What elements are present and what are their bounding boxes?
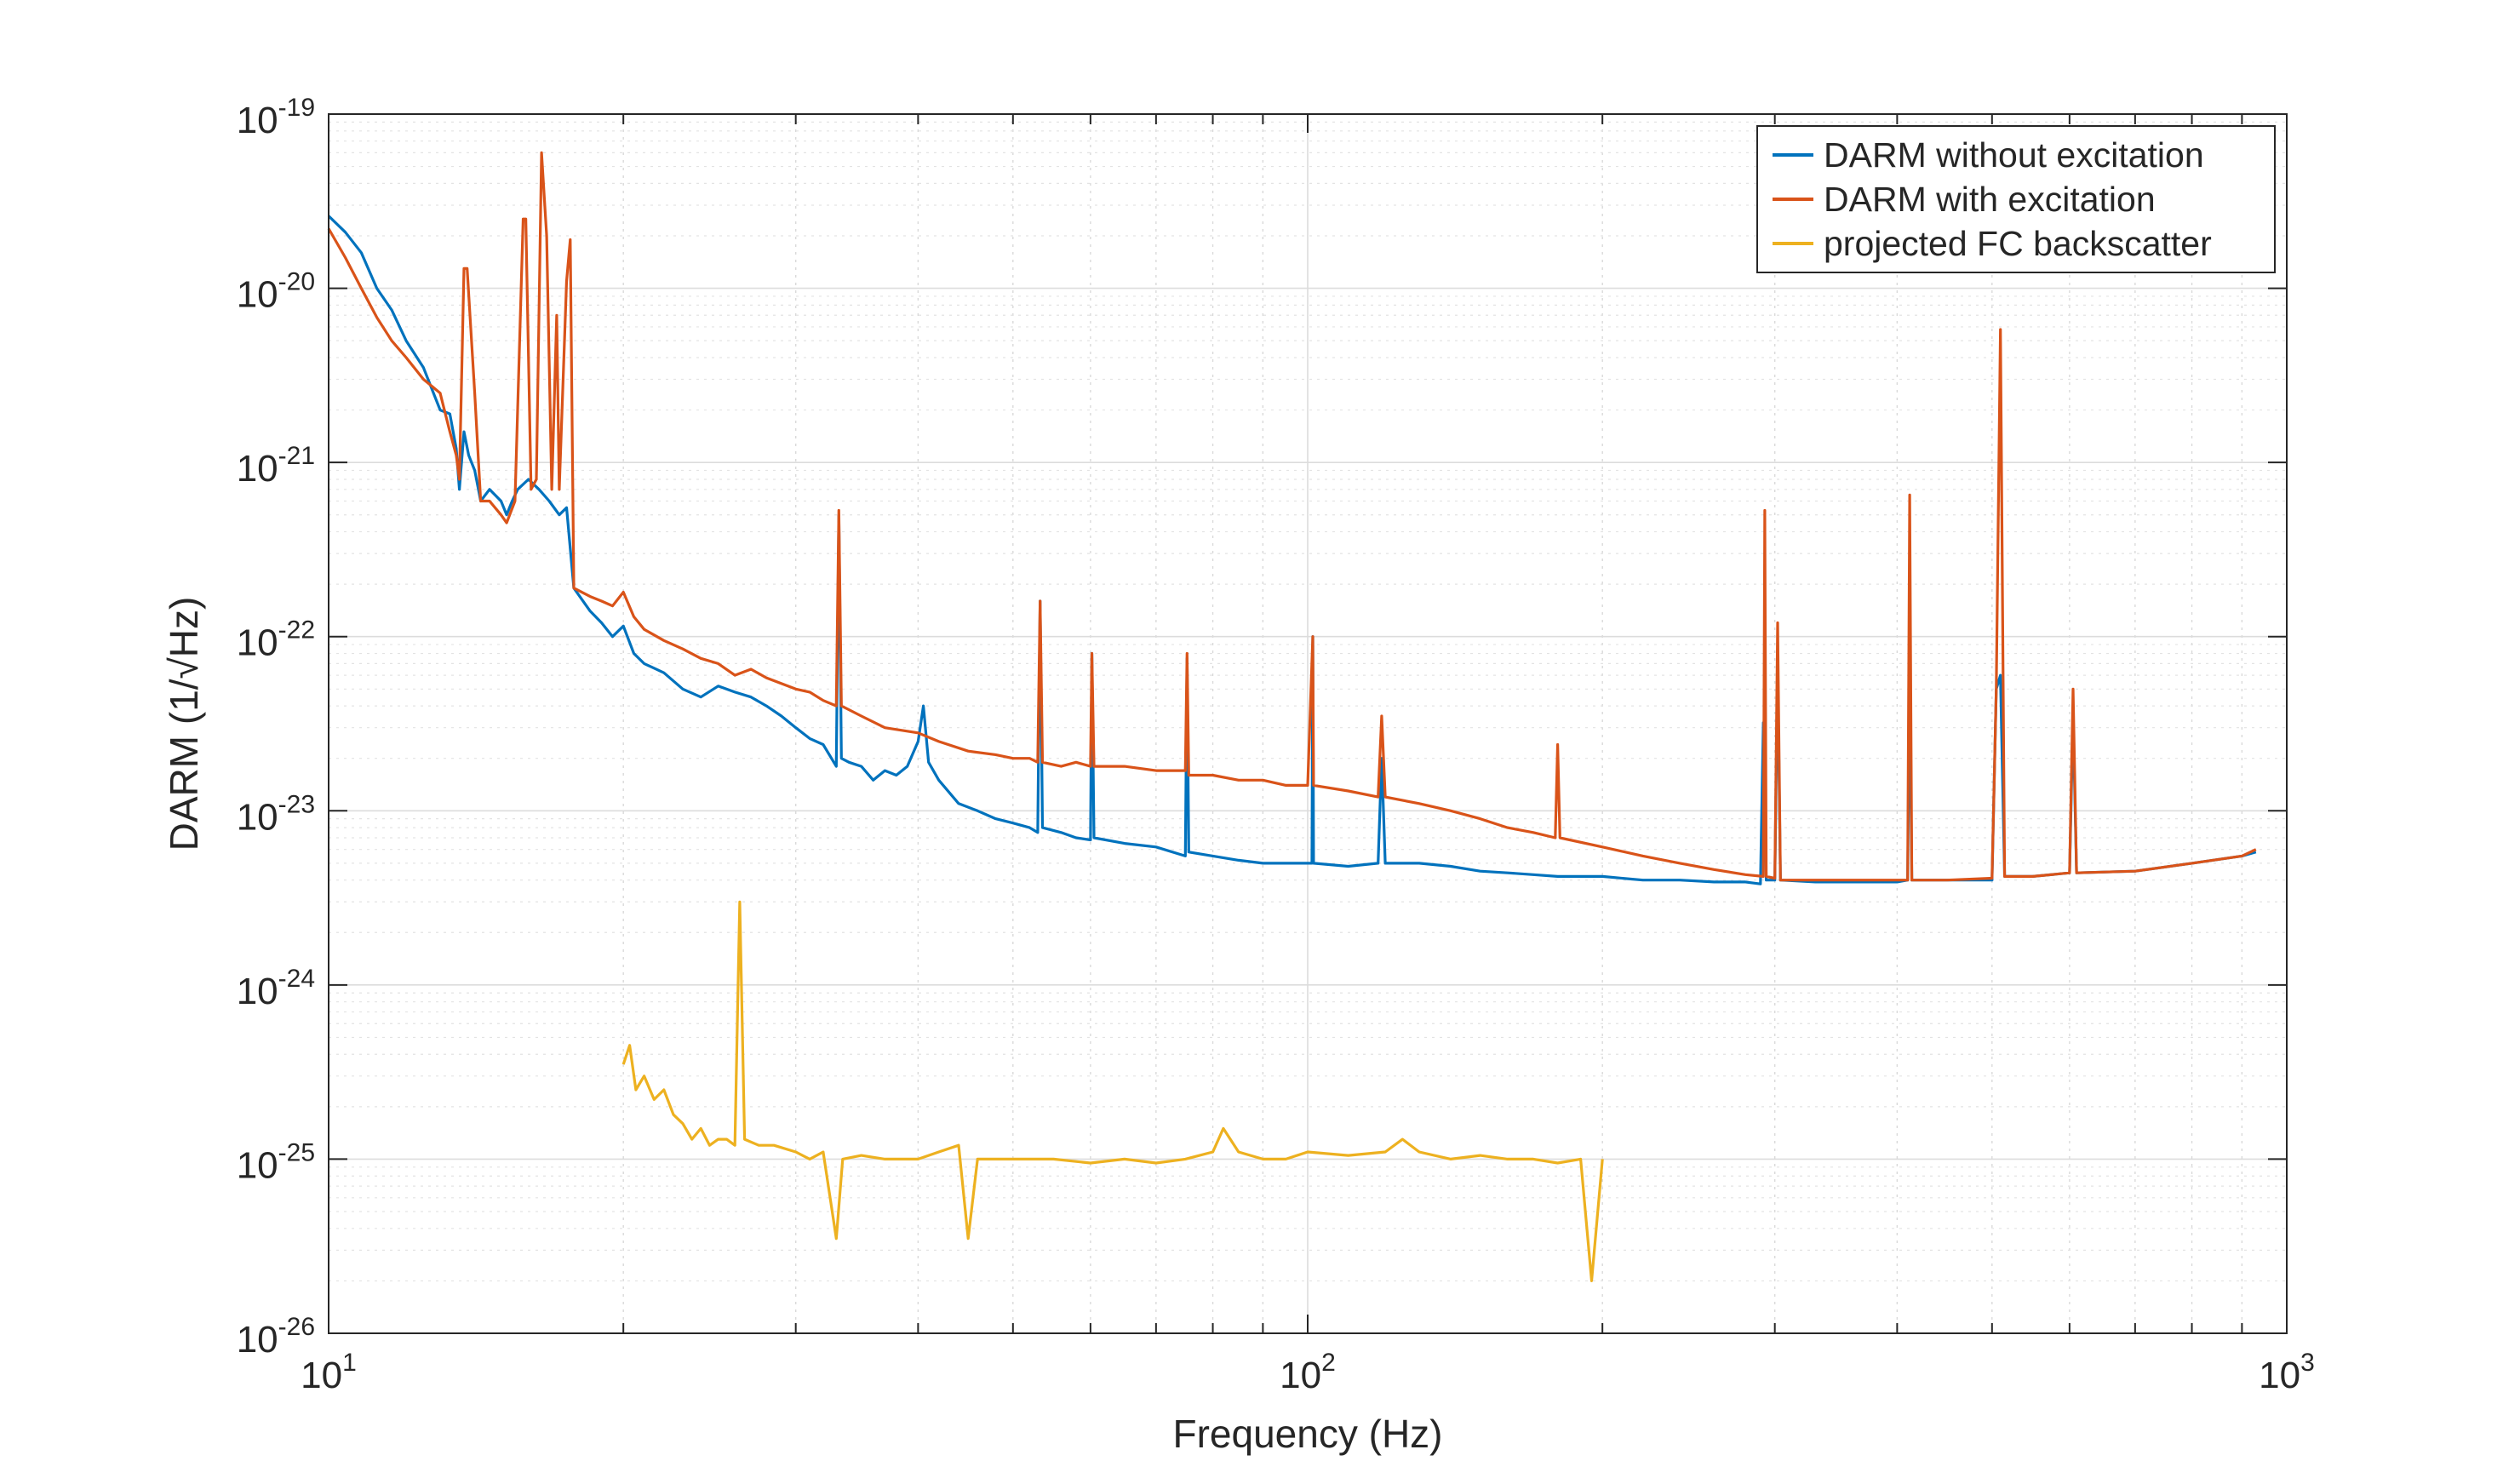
x-axis-label: Frequency (Hz) [1173, 1412, 1443, 1456]
series-line-darm-with-excitation [327, 151, 2257, 882]
y-tick-label: 10-24 [237, 965, 315, 1012]
x-tick-label: 103 [2259, 1349, 2315, 1396]
y-axis-label: DARM (1/√Hz) [162, 597, 206, 851]
y-tick-label: 10-19 [237, 94, 315, 141]
x-tick-label: 101 [301, 1349, 357, 1396]
legend-box [1756, 125, 2276, 273]
y-tick-label: 10-25 [237, 1138, 315, 1186]
ticks-layer [328, 113, 2288, 1334]
legend-label-fc-backscatter: projected FC backscatter [1824, 224, 2212, 263]
legend: DARM without excitation DARM with excita… [1756, 125, 2276, 273]
series-layer [327, 151, 2257, 1282]
y-tick-label: 10-20 [237, 268, 315, 316]
y-tick-label: 10-21 [237, 442, 315, 490]
tick-labels: 101 102 103 10-26 10-25 10-24 10-23 10-22 10-21 1… [237, 94, 2315, 1396]
y-tick-label: 10-22 [237, 616, 315, 664]
y-tick-label: 10-26 [237, 1313, 315, 1361]
series-line-projected-fc-backscatter [621, 900, 1604, 1282]
legend-label-darm-with: DARM with excitation [1824, 180, 2156, 219]
legend-label-darm-without: DARM without excitation [1824, 135, 2204, 175]
x-tick-label: 102 [1280, 1349, 1336, 1396]
y-tick-label: 10-23 [237, 790, 315, 838]
